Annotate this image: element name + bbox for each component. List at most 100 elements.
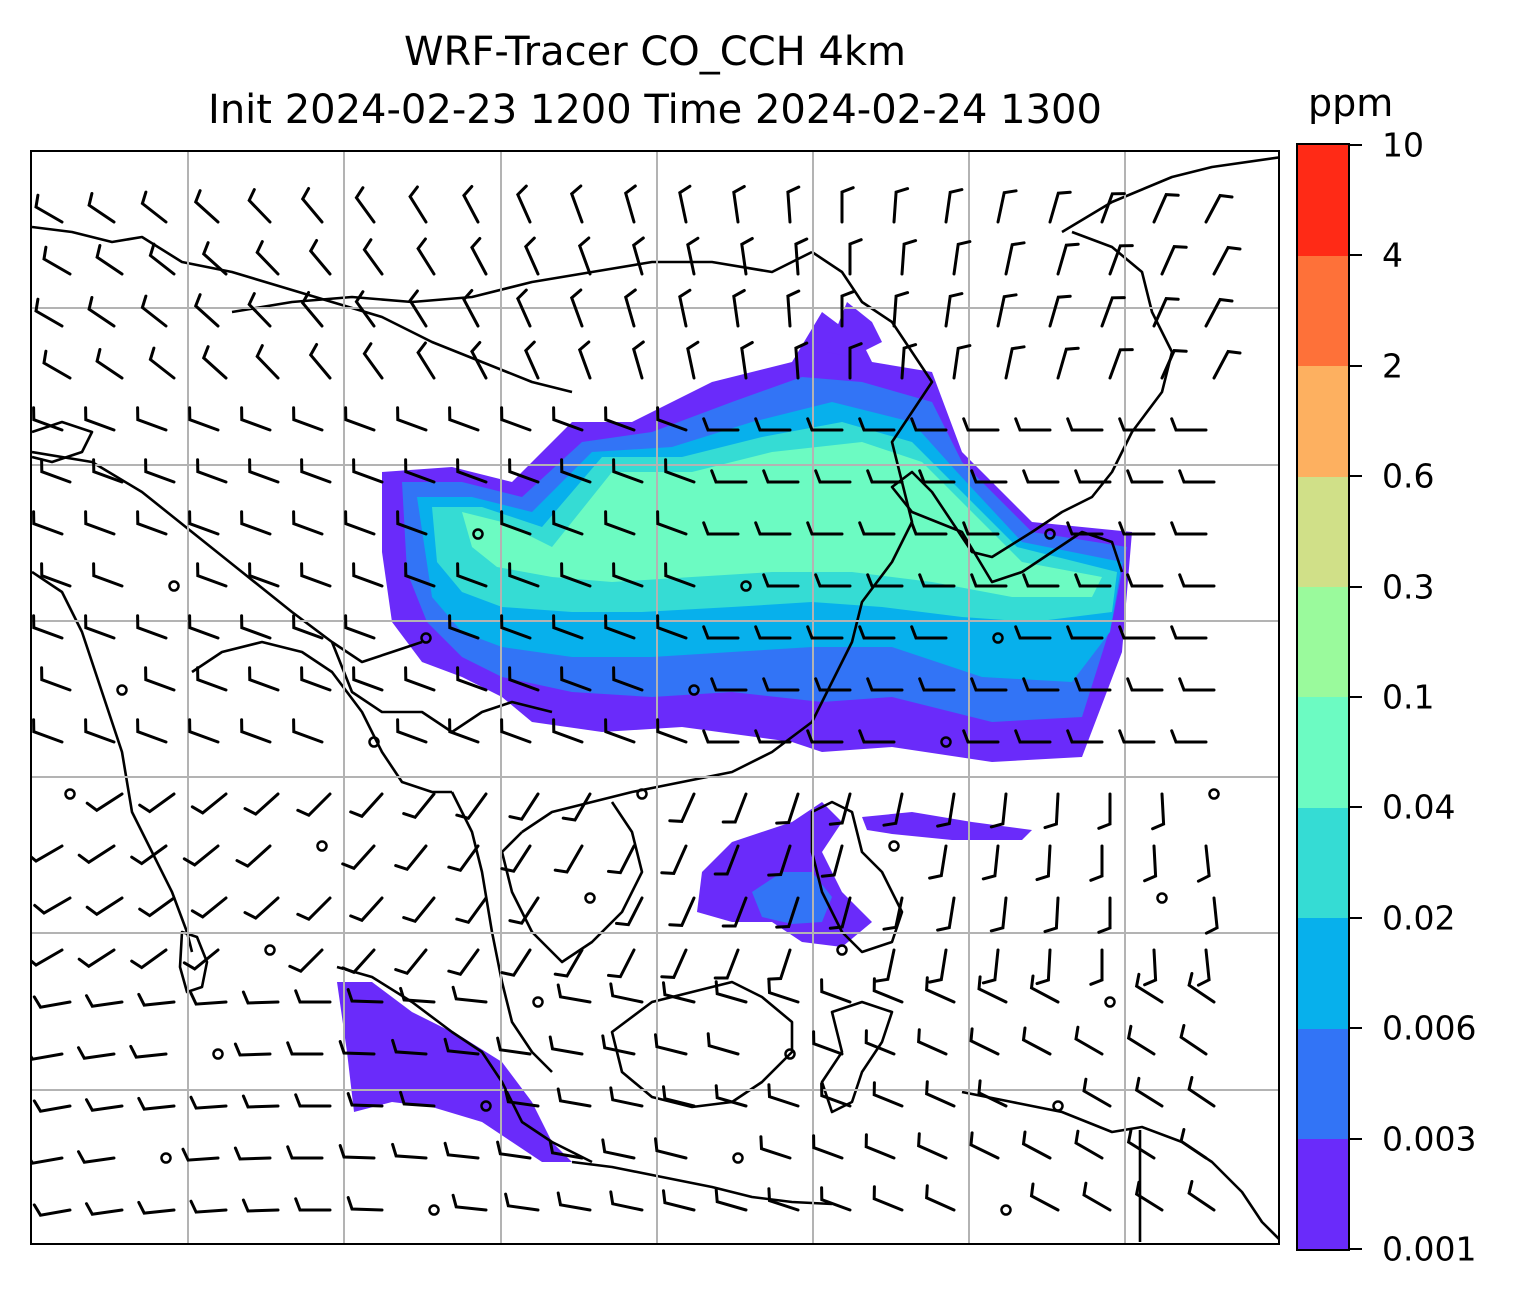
wind-barb bbox=[569, 288, 584, 328]
wind-barb bbox=[190, 896, 228, 919]
wind-barb bbox=[500, 718, 532, 744]
wind-barb bbox=[740, 341, 754, 380]
wind-barb bbox=[396, 718, 428, 744]
wind-barb bbox=[248, 458, 280, 484]
wind-barb bbox=[678, 184, 692, 224]
wind-barb bbox=[32, 614, 64, 640]
wind-barb bbox=[721, 792, 748, 824]
wind-barb bbox=[181, 1147, 220, 1162]
wind-barb bbox=[1196, 844, 1211, 883]
wind-barb bbox=[828, 896, 852, 930]
wind-barb bbox=[1014, 625, 1052, 640]
colorbar-tick-label: 2 bbox=[1382, 346, 1403, 386]
wind-barb bbox=[137, 1200, 176, 1215]
wind-barb bbox=[404, 458, 436, 484]
calm-wind-marker bbox=[1104, 996, 1116, 1008]
wind-barb bbox=[714, 1188, 748, 1212]
wind-barb bbox=[1152, 297, 1180, 328]
wind-barb bbox=[767, 948, 792, 981]
colorbar-tick bbox=[1350, 1248, 1362, 1250]
wind-barb bbox=[840, 186, 855, 224]
wind-barb bbox=[399, 1090, 436, 1108]
wind-barb bbox=[1143, 948, 1158, 987]
wind-barb bbox=[1066, 729, 1104, 744]
colorbar-segment bbox=[1298, 697, 1348, 808]
wind-barb bbox=[561, 792, 592, 822]
wind-barb bbox=[240, 406, 272, 432]
wind-barb bbox=[714, 1084, 748, 1108]
wind-barb bbox=[814, 469, 852, 484]
wind-barb bbox=[1029, 974, 1060, 1004]
wind-barb bbox=[344, 510, 376, 536]
wind-barb bbox=[786, 185, 801, 224]
wind-barb bbox=[235, 844, 272, 868]
colorbar-tick bbox=[1350, 806, 1362, 809]
colorbar-segment bbox=[1298, 1138, 1348, 1250]
wind-barb bbox=[193, 293, 220, 328]
wind-barb bbox=[196, 458, 228, 484]
wind-barb bbox=[300, 458, 332, 484]
colorbar-tick bbox=[1350, 696, 1362, 698]
wind-barb bbox=[678, 288, 692, 328]
colorbar-segment bbox=[1298, 145, 1348, 256]
wind-barb bbox=[1126, 1024, 1156, 1056]
wind-barb bbox=[396, 406, 428, 432]
wind-barb bbox=[85, 1098, 124, 1112]
wind-barb bbox=[910, 625, 948, 640]
wind-barb bbox=[138, 792, 176, 814]
wind-barb bbox=[32, 1203, 72, 1217]
wind-barb bbox=[1097, 896, 1112, 934]
colorbar-tick-label: 0.6 bbox=[1382, 456, 1435, 496]
wind-barb bbox=[352, 666, 384, 692]
wind-barb bbox=[394, 844, 428, 872]
wind-barb bbox=[402, 896, 436, 924]
wind-barb bbox=[288, 948, 324, 973]
wind-barb bbox=[508, 562, 540, 588]
wind-barb bbox=[553, 844, 584, 874]
wind-barb bbox=[1160, 245, 1188, 276]
wind-barb bbox=[721, 896, 748, 928]
wind-barb bbox=[455, 896, 488, 925]
calm-wind-marker bbox=[64, 788, 76, 800]
wind-barb bbox=[140, 190, 168, 224]
border-china-southwest bbox=[330, 641, 553, 734]
wind-barb bbox=[416, 237, 436, 276]
wind-barb bbox=[508, 666, 540, 692]
wind-barb bbox=[1074, 1129, 1104, 1160]
wind-barb bbox=[346, 1092, 384, 1108]
colorbar-segment bbox=[1298, 807, 1348, 919]
wind-barb bbox=[1035, 948, 1052, 986]
wind-barb bbox=[767, 844, 792, 877]
wind-barb bbox=[148, 242, 176, 276]
wind-barb bbox=[775, 792, 800, 825]
colorbar-tick-label: 0.006 bbox=[1382, 1008, 1477, 1048]
coastline-layer bbox=[32, 156, 1278, 1242]
wind-barb bbox=[130, 844, 168, 866]
wind-barb bbox=[858, 417, 896, 432]
colorbar-tick-label: 0.003 bbox=[1382, 1119, 1477, 1159]
wind-barb bbox=[136, 406, 168, 432]
wind-barb bbox=[87, 192, 116, 224]
map-title: WRF-Tracer CO_CCH 4km bbox=[403, 29, 907, 75]
wind-barb bbox=[612, 458, 644, 484]
wind-barb bbox=[686, 236, 700, 276]
wind-barb bbox=[500, 510, 532, 536]
wind-barb bbox=[341, 948, 376, 975]
wind-barb bbox=[95, 244, 124, 276]
wind-barb bbox=[900, 343, 918, 380]
wind-barb bbox=[1004, 241, 1026, 276]
wind-barb bbox=[615, 896, 644, 927]
wind-barb bbox=[1029, 1182, 1060, 1212]
calm-wind-marker bbox=[316, 840, 328, 852]
wind-barb bbox=[977, 975, 1008, 1004]
calm-wind-marker bbox=[584, 892, 596, 904]
colorbar-tick bbox=[1350, 1137, 1362, 1140]
colorbar-tick bbox=[1350, 1027, 1362, 1030]
colorbar-unit: ppm bbox=[1308, 81, 1394, 125]
wind-barb bbox=[552, 510, 584, 536]
wind-barb bbox=[294, 1197, 332, 1212]
wind-barb bbox=[664, 562, 696, 588]
wind-barb bbox=[609, 982, 644, 1004]
wind-barb bbox=[654, 1033, 688, 1056]
wind-barb bbox=[1048, 294, 1072, 328]
